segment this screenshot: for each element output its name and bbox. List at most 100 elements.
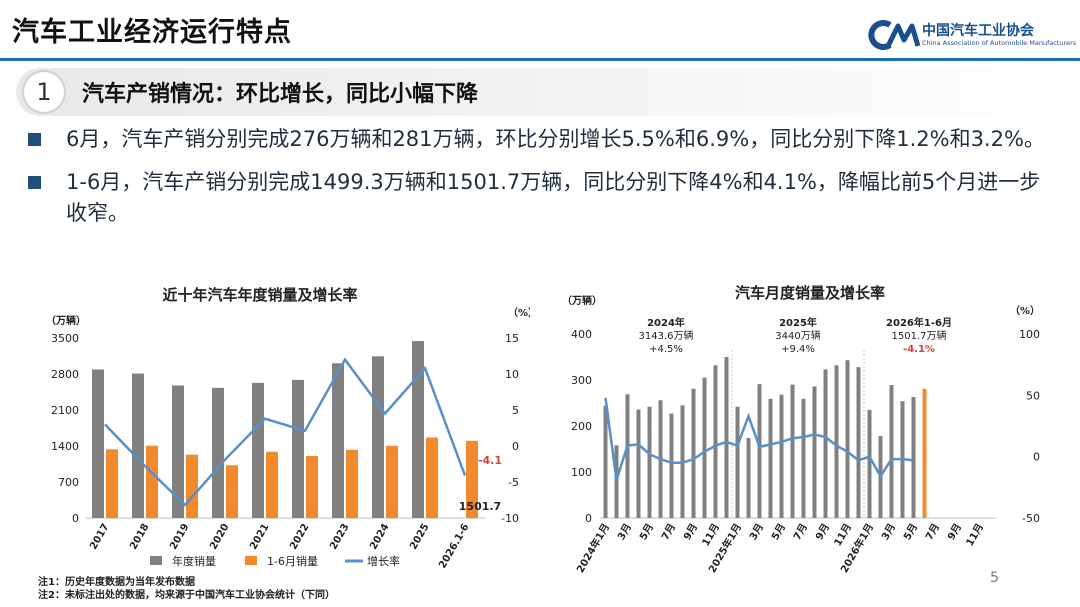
monthly-sales-bar (746, 437, 751, 518)
y-tick-left: 400 (571, 328, 592, 341)
x-tick-label: 2022 (288, 522, 311, 552)
h1-sales-bar (266, 451, 278, 518)
y-tick-right: 5 (512, 404, 519, 417)
x-tick-label: 9月 (813, 522, 832, 543)
annual-sales-chart: 近十年汽车年度销量及增长率 （万辆） （%） 0 700 1400 2100 2800 3… (46, 286, 530, 571)
annotation-growth: +9.4% (781, 344, 815, 355)
x-tick-label: 11月 (832, 522, 854, 549)
annotation-growth: -4.1% (903, 344, 935, 355)
annual-sales-bar (252, 382, 264, 518)
annotation-total: 3143.6万辆 (639, 329, 694, 342)
legend-swatch (245, 556, 257, 565)
x-tick-label: 11月 (964, 522, 986, 549)
section-title: 汽车产销情况：环比增长，同比小幅下降 (82, 82, 479, 107)
monthly-sales-bar (768, 398, 773, 518)
x-tick-label: 2019 (168, 522, 191, 552)
y-tick-right: 0 (512, 440, 519, 453)
x-tick-label: 2023 (328, 522, 351, 552)
header-divider (0, 58, 1080, 61)
monthly-sales-bar (812, 386, 817, 518)
bullet-list: 6月，汽车产销分别完成276万辆和281万辆，环比分别增长5.5%和6.9%，同… (28, 124, 1058, 241)
annotation-total: 3440万辆 (775, 329, 820, 342)
sales-label-last: 1501.7 (459, 500, 501, 513)
x-tick-label: 2018 (128, 522, 151, 552)
monthly-sales-bar (823, 369, 828, 518)
header-bar: 汽车工业经济运行特点 中国汽车工业协会 China Association of… (0, 0, 1080, 62)
x-tick-label: 7月 (791, 522, 810, 543)
y-tick-left: 200 (571, 420, 592, 433)
x-tick-label: 9月 (681, 522, 700, 543)
monthly-sales-bar (691, 388, 696, 518)
monthly-sales-chart: 汽车月度销量及增长率 （万辆） （%） 0 100 200 300 400 -50 0 50 1… (562, 284, 1040, 574)
y-tick-left: 0 (72, 512, 79, 525)
h1-sales-bar (226, 465, 238, 518)
annual-sales-bar (212, 387, 224, 518)
monthly-sales-bar (779, 394, 784, 518)
h1-sales-bar (386, 445, 398, 518)
monthly-sales-bar (636, 409, 641, 518)
logo-chinese-name: 中国汽车工业协会 (922, 23, 1034, 39)
x-tick-label: 7月 (923, 522, 942, 543)
monthly-sales-bar (801, 398, 806, 518)
square-bullet-icon (28, 133, 41, 146)
growth-rate-line (104, 357, 467, 507)
annual-sales-bar (92, 369, 104, 518)
section-band (16, 68, 1066, 116)
x-tick-label: 2017 (88, 522, 111, 552)
y-tick-left: 300 (571, 374, 592, 387)
x-tick-label: 3月 (747, 522, 766, 543)
legend-label: 1-6月销量 (267, 554, 318, 568)
x-tick-label: 2024年1月 (573, 521, 612, 574)
x-tick-label: 3月 (615, 522, 634, 543)
x-tick-label: 2020 (208, 522, 231, 552)
y-axis-label-left: （万辆） (562, 294, 602, 307)
x-tick-label: 5月 (637, 522, 656, 543)
h1-sales-bar (346, 449, 358, 518)
y-axis-label-left: （万辆） (46, 314, 86, 327)
annotation-growth: +4.5% (649, 344, 683, 355)
footnote: 注1：历史年度数据为当年发布数据 (38, 577, 195, 588)
y-tick-right: 100 (1019, 328, 1040, 341)
bullet-text: 1-6月，汽车产销分别完成1499.3万辆和1501.7万辆，同比分别下降4%和… (66, 170, 1041, 225)
y-tick-left: 2100 (51, 404, 79, 417)
x-tick-label: 3月 (879, 522, 898, 543)
legend-label: 增长率 (367, 554, 400, 568)
annual-sales-bar (332, 363, 344, 518)
h1-sales-bar (306, 455, 318, 518)
annual-sales-bar (292, 379, 304, 518)
monthly-sales-bar (647, 406, 652, 518)
annual-sales-bar (172, 385, 184, 518)
list-item: 6月，汽车产销分别完成276万辆和281万辆，环比分别增长5.5%和6.9%，同… (28, 124, 1058, 155)
y-tick-left: 2800 (51, 368, 79, 381)
logo-english-name: China Association of Automobile Manufact… (922, 39, 1077, 47)
monthly-sales-bar (625, 394, 630, 518)
monthly-sales-bar (856, 367, 861, 518)
annual-sales-bar (372, 356, 384, 518)
chart-title: 汽车月度销量及增长率 (735, 284, 885, 302)
monthly-sales-bar (889, 385, 894, 518)
y-tick-right: -50 (1022, 512, 1040, 525)
monthly-sales-bar (614, 445, 619, 518)
x-tick-label: 5月 (769, 522, 788, 543)
monthly-sales-bar (735, 406, 740, 518)
footnotes: 注1：历史年度数据为当年发布数据 注2：未标注出处的数据，均来源于中国汽车工业协… (38, 576, 335, 602)
caam-logo-icon (868, 20, 920, 50)
section-number: 1 (22, 70, 66, 114)
x-tick-label: 2026.1-6 (437, 522, 471, 571)
x-tick-label: 5月 (901, 522, 920, 543)
y-tick-right: 0 (1033, 451, 1040, 464)
association-logo: 中国汽车工业协会 China Association of Automobile… (868, 18, 1076, 52)
h1-sales-bar (146, 445, 158, 518)
square-bullet-icon (28, 176, 41, 189)
h1-sales-bar (186, 454, 198, 518)
monthly-sales-bar (845, 360, 850, 518)
annotation-year: 2026年1-6月 (886, 316, 952, 329)
list-item: 1-6月，汽车产销分别完成1499.3万辆和1501.7万辆，同比分别下降4%和… (28, 167, 1058, 229)
bullet-text: 6月，汽车产销分别完成276万辆和281万辆，环比分别增长5.5%和6.9%，同… (66, 127, 1045, 151)
page-number: 5 (990, 570, 999, 586)
monthly-sales-bar (834, 365, 839, 518)
x-tick-label: 2025 (408, 522, 431, 552)
annotation-year: 2024年 (647, 316, 685, 329)
annotation-year: 2025年 (779, 316, 817, 329)
footnote: 注2：未标注出处的数据，均来源于中国汽车工业协会统计（下同） (38, 590, 335, 601)
